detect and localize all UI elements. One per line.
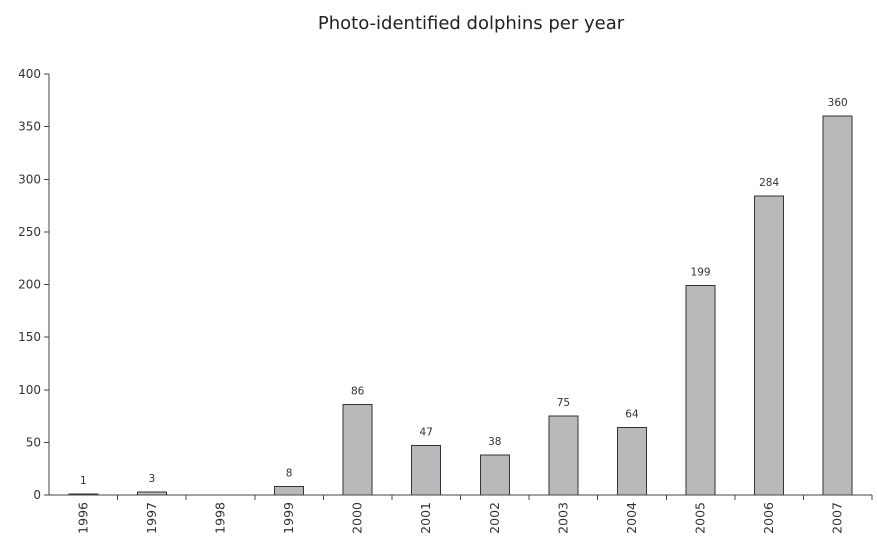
x-tick-label-2000: 2000 xyxy=(350,502,365,534)
bar-2003 xyxy=(548,415,579,496)
x-tick-label-1999: 1999 xyxy=(281,502,296,534)
data-label-1996: 1 xyxy=(80,475,87,487)
bar-2002 xyxy=(479,454,510,496)
chart-title: Photo-identified dolphins per year xyxy=(318,13,625,34)
data-label-2003: 75 xyxy=(557,397,570,409)
data-label-2002: 38 xyxy=(488,436,501,448)
x-tick-label-1998: 1998 xyxy=(212,502,227,534)
x-tick-label-2006: 2006 xyxy=(761,502,776,534)
bars xyxy=(68,115,853,496)
y-tick-label: 50 xyxy=(26,435,41,449)
data-label-1999: 8 xyxy=(286,468,293,480)
x-tick-label-1997: 1997 xyxy=(144,502,159,534)
data-label-2004: 64 xyxy=(625,409,639,421)
data-label-2005: 199 xyxy=(691,267,711,279)
bar-1999 xyxy=(274,486,305,496)
y-tick-label: 400 xyxy=(18,67,41,81)
bar-2007 xyxy=(822,115,853,496)
data-label-2007: 360 xyxy=(828,97,848,109)
y-tick-label: 250 xyxy=(18,225,41,239)
bar-2000 xyxy=(342,403,373,496)
y-tick-label: 200 xyxy=(18,278,41,292)
x-tick-label-1996: 1996 xyxy=(75,502,90,534)
y-tick-label: 300 xyxy=(18,172,41,186)
y-tick-label: 150 xyxy=(18,330,41,344)
x-tick-label-2002: 2002 xyxy=(487,502,502,534)
data-label-2000: 86 xyxy=(351,385,365,397)
y-tick-label: 100 xyxy=(18,383,41,397)
x-tick-label-2004: 2004 xyxy=(624,502,639,534)
y-tick-label: 350 xyxy=(18,120,41,134)
x-tick-label-2007: 2007 xyxy=(830,502,845,534)
x-tick-label-2003: 2003 xyxy=(555,502,570,534)
data-label-1997: 3 xyxy=(149,473,156,485)
bar-2005 xyxy=(685,285,716,496)
x-tick-label-2001: 2001 xyxy=(418,502,433,534)
data-label-2001: 47 xyxy=(420,427,433,439)
x-axis-ticks: 1996 1997 1998 1999 2000 2001 2002 2003 2004 2005… xyxy=(75,495,873,534)
data-label-2006: 284 xyxy=(759,177,779,189)
y-tick-label: 0 xyxy=(33,488,41,502)
x-tick-label-2005: 2005 xyxy=(693,502,708,534)
bar-2006 xyxy=(754,195,785,496)
y-axis-ticks: 0 50 100 150 200 250 300 350 400 xyxy=(18,67,49,502)
bar-2004 xyxy=(616,427,647,496)
bar-2001 xyxy=(411,445,442,496)
